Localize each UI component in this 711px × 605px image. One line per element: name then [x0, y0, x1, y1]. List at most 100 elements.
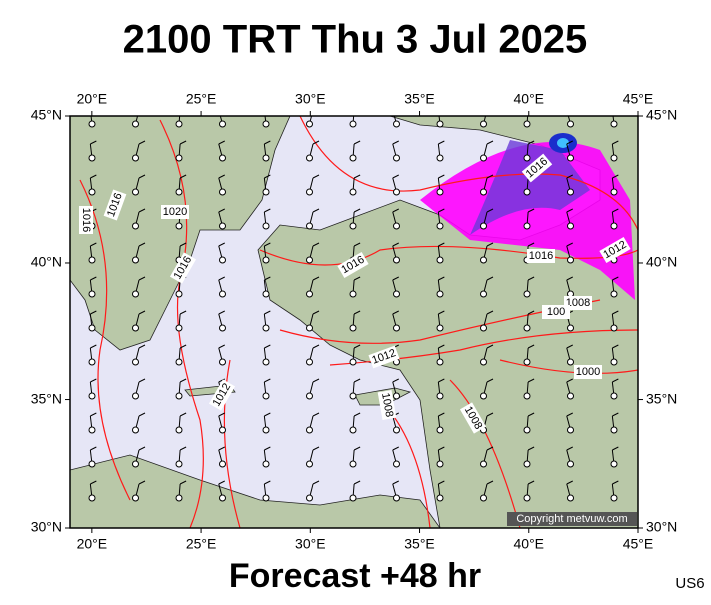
wind-barb: [179, 378, 187, 383]
lon-label: 40°E: [514, 91, 545, 107]
wind-barb: [264, 208, 271, 213]
lon-label: 45°E: [623, 536, 654, 552]
wind-barb: [353, 208, 361, 213]
station: [219, 426, 226, 434]
wind-barb: [312, 208, 320, 213]
isobar-label-bg: [337, 251, 369, 279]
station: [219, 324, 226, 332]
wind-barb: [138, 378, 146, 383]
station: [88, 324, 96, 332]
wind-barb: [527, 344, 535, 349]
wind-barb: [138, 446, 146, 451]
wind-barb: [392, 140, 399, 145]
station: [175, 222, 183, 230]
station: [567, 256, 574, 264]
station: [219, 358, 226, 366]
wind-barb: [486, 140, 494, 145]
wind-barb: [392, 174, 399, 179]
station: [436, 222, 444, 230]
wind-barb: [90, 242, 97, 247]
station: [523, 154, 531, 162]
station: [567, 358, 574, 366]
station: [349, 120, 357, 128]
wind-barb: [90, 446, 97, 451]
station: [393, 426, 400, 434]
station: [262, 222, 270, 230]
wind-barb: [90, 310, 97, 315]
isobar-label-bg: [542, 305, 570, 319]
station: [306, 154, 313, 162]
footer-text: Forecast +48 hr: [229, 557, 481, 595]
station: [480, 154, 487, 162]
isobar-label-bg: [368, 345, 400, 369]
wind-barb: [353, 310, 361, 315]
station: [523, 324, 531, 332]
wind-barb: [528, 107, 534, 110]
wind-barb: [527, 412, 535, 417]
wind-barb: [566, 174, 573, 179]
wind-barb: [392, 310, 399, 315]
station: [88, 392, 96, 400]
station: [610, 188, 618, 196]
wind-barb: [612, 480, 619, 485]
wind-barb: [179, 344, 187, 349]
wind-barb: [438, 378, 445, 383]
lon-label: 30°E: [295, 91, 326, 107]
isobar-label-group: 1016: [521, 153, 553, 183]
station: [436, 358, 444, 366]
wind-barb: [264, 310, 271, 315]
isobar-label: 1008: [566, 297, 590, 309]
station: [88, 188, 96, 196]
station: [306, 188, 313, 196]
isobar-label-group: 1016: [79, 206, 93, 234]
wind-barb: [138, 310, 146, 315]
station: [393, 222, 400, 230]
station: [132, 256, 139, 264]
wind-barb: [138, 242, 146, 247]
station: [175, 460, 183, 468]
station: [436, 460, 444, 468]
station: [436, 392, 444, 400]
map-frame: [69, 115, 639, 529]
lon-label: 35°E: [404, 91, 435, 107]
station: [132, 494, 139, 502]
wind-barb: [527, 276, 535, 281]
station: [610, 154, 618, 162]
station: [523, 358, 531, 366]
station: [567, 154, 574, 162]
wind-barb: [487, 107, 493, 110]
wind-barb: [90, 107, 96, 110]
station: [567, 392, 574, 400]
wind-barb: [138, 208, 146, 213]
wind-barb: [438, 310, 445, 315]
station: [480, 460, 487, 468]
isobar-label-group: 1020: [161, 205, 189, 219]
station: [610, 120, 618, 128]
wind-barb: [612, 310, 619, 315]
wind-barb: [353, 276, 361, 281]
wind-barb: [392, 242, 399, 247]
station: [480, 392, 487, 400]
station: [219, 290, 226, 298]
station: [175, 324, 183, 332]
wind-barb: [218, 174, 225, 179]
wind-barb: [486, 208, 494, 213]
wind-barb: [353, 174, 361, 179]
wind-barb: [527, 140, 535, 145]
isobar-label-bg: [599, 236, 631, 264]
station: [393, 460, 400, 468]
wind-barb: [392, 480, 399, 485]
isobar-label-bg: [564, 296, 592, 310]
wind-barb: [218, 446, 225, 451]
station: [219, 188, 226, 196]
wind-barb: [312, 446, 320, 451]
lon-label: 25°E: [186, 91, 217, 107]
wind-barb: [612, 276, 619, 281]
lat-label: 40°N: [646, 254, 677, 270]
wind-barb: [438, 344, 445, 349]
isobar-label: 1016: [80, 208, 92, 232]
station: [175, 426, 183, 434]
station: [88, 494, 96, 502]
wind-barb: [486, 174, 494, 179]
